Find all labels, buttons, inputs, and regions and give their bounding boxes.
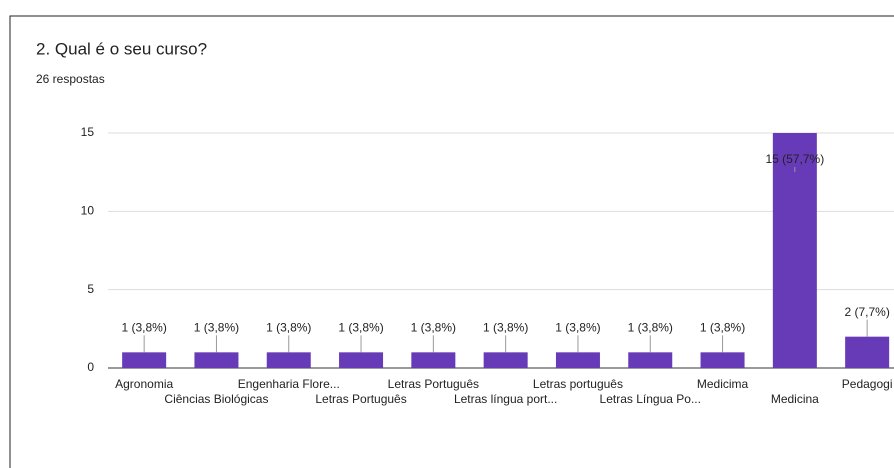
- y-tick-label: 10: [81, 204, 95, 218]
- value-label: 1 (3,8%): [411, 321, 456, 335]
- x-tick-label: Letras Português: [388, 377, 479, 391]
- value-label: 1 (3,8%): [483, 321, 528, 335]
- value-label: 1 (3,8%): [700, 321, 745, 335]
- value-label: 2 (7,7%): [844, 305, 889, 319]
- x-tick-label: Pedagogi: [842, 377, 893, 391]
- value-label: 1 (3,8%): [555, 321, 600, 335]
- bar: [266, 352, 311, 368]
- value-label: 1 (3,8%): [121, 321, 166, 335]
- value-label: 1 (3,8%): [194, 321, 239, 335]
- x-tick-label: Letras língua port...: [454, 392, 557, 406]
- bar: [122, 352, 167, 368]
- bar: [194, 352, 239, 368]
- y-tick-label: 0: [87, 360, 94, 374]
- x-tick-label: Letras português: [533, 377, 623, 391]
- chart-subtitle: 26 respostas: [36, 72, 105, 86]
- x-tick-label: Letras Português: [315, 392, 406, 406]
- bar: [555, 352, 600, 368]
- x-tick-label: Agronomia: [115, 377, 173, 391]
- y-tick-label: 5: [87, 282, 94, 296]
- chart-title: 2. Qual é o seu curso?: [36, 39, 207, 58]
- value-label: 1 (3,8%): [628, 321, 673, 335]
- bar: [339, 352, 384, 368]
- bar: [483, 352, 528, 368]
- bar: [628, 352, 673, 368]
- bar: [845, 336, 890, 368]
- value-label: 1 (3,8%): [338, 321, 383, 335]
- value-label: 15 (57,7%): [765, 152, 824, 166]
- x-tick-label: Medicina: [771, 392, 819, 406]
- x-tick-label: Engenharia Flore...: [238, 377, 340, 391]
- x-tick-label: Medicima: [697, 377, 749, 391]
- card: [9, 15, 894, 468]
- bar: [411, 352, 456, 368]
- bar: [700, 352, 745, 368]
- bar: [772, 133, 817, 368]
- y-tick-label: 15: [81, 125, 95, 139]
- value-label: 1 (3,8%): [266, 321, 311, 335]
- x-tick-label: Letras Língua Po...: [600, 392, 701, 406]
- x-tick-label: Ciências Biológicas: [164, 392, 268, 406]
